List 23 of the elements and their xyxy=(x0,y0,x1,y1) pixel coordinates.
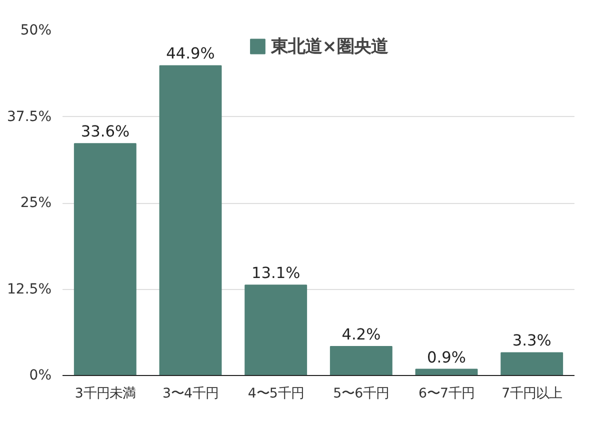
y-tick-label: 0% xyxy=(29,368,52,384)
x-tick-label: 3千円未満 xyxy=(74,386,136,402)
x-tick-label: 7千円以上 xyxy=(502,386,562,402)
x-tick-label: 6〜7千円 xyxy=(418,386,474,402)
x-tick-label: 4〜5千円 xyxy=(248,386,304,402)
data-label: 0.9% xyxy=(427,348,466,366)
bar xyxy=(330,346,392,376)
legend-label: 東北道×圏央道 xyxy=(271,36,388,58)
data-label: 3.3% xyxy=(512,332,552,350)
y-tick-label: 12.5% xyxy=(7,281,52,298)
bar xyxy=(500,352,564,376)
y-tick-label: 37.5% xyxy=(7,108,52,125)
bar xyxy=(74,143,136,376)
data-label: 33.6% xyxy=(80,122,130,141)
y-tick-label: 50% xyxy=(20,22,52,38)
data-label: 13.1% xyxy=(251,264,300,282)
bar xyxy=(244,284,308,376)
data-label: 44.9% xyxy=(166,44,215,63)
x-tick-label: 3〜4千円 xyxy=(162,386,218,402)
x-tick-label: 5〜6千円 xyxy=(333,386,390,402)
bar xyxy=(159,65,222,376)
data-label: 4.2% xyxy=(342,326,381,344)
y-tick-label: 25% xyxy=(20,195,52,211)
